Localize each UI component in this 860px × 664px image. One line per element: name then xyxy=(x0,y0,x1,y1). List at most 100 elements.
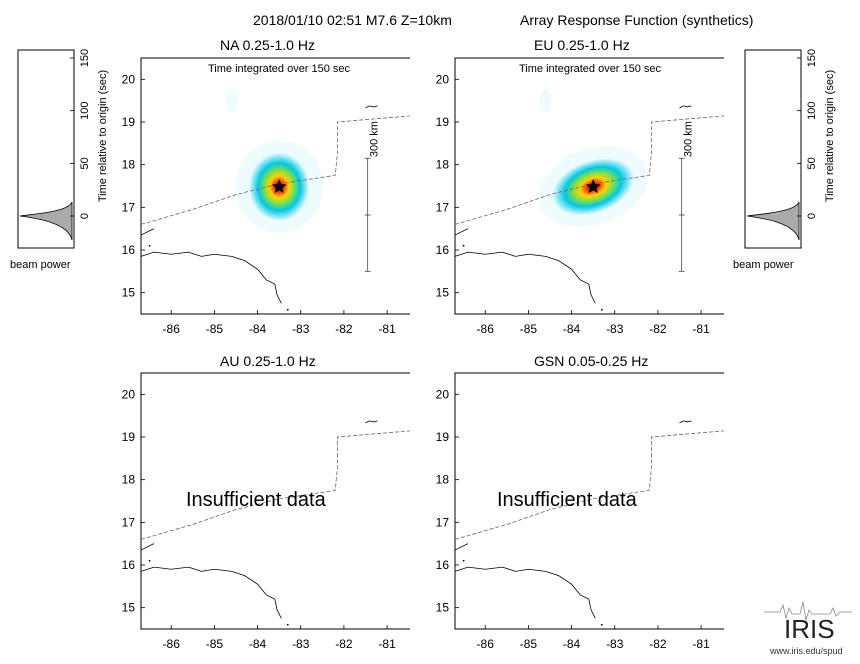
beam-power-plot-na: 150 100 50 0 Time relative to origin (sec) xyxy=(17,49,109,249)
plate-boundary-line xyxy=(454,430,724,540)
island-dot xyxy=(462,244,465,247)
lat-tick-label: 19 xyxy=(436,115,450,129)
lat-tick-label: 17 xyxy=(122,515,136,529)
beam-power-plot-eu: 150 100 50 0 Time relative to origin (sec) xyxy=(744,49,836,249)
lon-tick-label: -85 xyxy=(520,322,538,336)
panel-gsn-status: Insufficient data xyxy=(497,489,637,511)
lat-tick-label: 15 xyxy=(122,286,136,300)
lon-tick-label: -84 xyxy=(249,637,267,651)
panel-gsn-label: GSN 0.05-0.25 Hz xyxy=(534,353,649,369)
product-title: Array Response Function (synthetics) xyxy=(520,12,754,28)
lat-tick-label: 17 xyxy=(436,515,450,529)
lon-tick-label: -82 xyxy=(335,322,353,336)
plate-boundary-line xyxy=(454,115,724,225)
lat-tick-label: 20 xyxy=(436,387,450,401)
lat-tick-label: 15 xyxy=(436,286,450,300)
epicenter-star-icon xyxy=(271,178,287,194)
island-dot xyxy=(600,308,603,311)
map-frame-gsn xyxy=(454,372,724,630)
island-dot xyxy=(148,559,151,562)
lat-tick-label: 20 xyxy=(122,72,136,86)
lon-tick-label: -81 xyxy=(378,322,396,336)
lon-tick-label: -82 xyxy=(649,322,667,336)
lon-tick-label: -81 xyxy=(692,637,710,651)
island-dot xyxy=(286,623,289,626)
island-dot xyxy=(286,308,289,311)
lon-tick-label: -84 xyxy=(563,637,581,651)
lat-tick-label: 15 xyxy=(122,601,136,615)
lon-tick-label: -83 xyxy=(606,637,624,651)
lat-tick-label: 20 xyxy=(122,387,136,401)
lat-tick-label: 17 xyxy=(436,200,450,214)
lat-tick-label: 19 xyxy=(436,430,450,444)
plate-boundary-line xyxy=(140,115,410,225)
coastline-islands xyxy=(140,228,155,236)
lon-tick-label: -83 xyxy=(292,637,310,651)
lat-tick-label: 19 xyxy=(122,115,136,129)
coastline xyxy=(454,251,596,304)
lat-tick-label: 17 xyxy=(122,200,136,214)
lat-tick-label: 16 xyxy=(122,243,136,257)
lon-tick-label: -85 xyxy=(206,322,224,336)
beam-power-label-right: beam power xyxy=(733,259,794,271)
beam-ylabel: Time relative to origin (sec) xyxy=(824,70,836,202)
coastline-islands xyxy=(454,543,469,551)
lon-tick-label: -84 xyxy=(249,322,267,336)
lon-tick-label: -81 xyxy=(692,322,710,336)
coastline xyxy=(140,251,282,304)
lat-tick-label: 18 xyxy=(436,158,450,172)
lon-tick-label: -83 xyxy=(606,322,624,336)
lat-tick-label: 16 xyxy=(436,558,450,572)
event-title: 2018/01/10 02:51 M7.6 Z=10km xyxy=(253,12,452,28)
cayman-islands xyxy=(679,420,692,424)
coastline xyxy=(454,566,596,619)
iris-logo-text: IRIS xyxy=(784,614,835,640)
lat-tick-label: 18 xyxy=(122,158,136,172)
map-panel-eu: -86 -85 -84 -83 -82 -81 20 19 18 17 16 15 300 km xyxy=(436,57,724,336)
lat-tick-label: 18 xyxy=(122,473,136,487)
lon-tick-label: -85 xyxy=(206,637,224,651)
plate-boundary-line xyxy=(140,430,410,540)
cayman-islands xyxy=(679,105,692,109)
map-frame-au xyxy=(140,372,410,630)
lon-tick-label: -81 xyxy=(378,637,396,651)
map-panel-na: -86 -85 -84 -83 -82 -81 20 19 18 17 16 15 300 km xyxy=(122,57,410,336)
island-dot xyxy=(600,623,603,626)
beam-power-curve xyxy=(19,201,73,241)
panel-au-status: Insufficient data xyxy=(186,489,326,511)
panel-eu-label: EU 0.25-1.0 Hz xyxy=(534,37,630,53)
lon-tick-label: -84 xyxy=(563,322,581,336)
lat-tick-label: 19 xyxy=(122,430,136,444)
scale-bar-label: 300 km xyxy=(683,121,695,157)
lon-tick-label: -86 xyxy=(163,322,181,336)
lat-tick-label: 15 xyxy=(436,601,450,615)
iris-logo: IRIS xyxy=(764,601,852,640)
panel-au-label: AU 0.25-1.0 Hz xyxy=(220,353,316,369)
lon-tick-label: -83 xyxy=(292,322,310,336)
beam-ylabel: Time relative to origin (sec) xyxy=(97,70,109,202)
beam-tick-label: 50 xyxy=(806,157,818,169)
panel-na-label: NA 0.25-1.0 Hz xyxy=(220,37,315,53)
beam-tick-label: 150 xyxy=(79,49,91,67)
coastline-islands xyxy=(140,543,155,551)
lat-tick-label: 16 xyxy=(122,558,136,572)
iris-url: www.iris.edu/spud xyxy=(770,646,843,656)
lat-tick-label: 18 xyxy=(436,473,450,487)
beam-sidelobe xyxy=(539,88,552,113)
panel-na-note: Time integrated over 150 sec xyxy=(208,63,351,75)
cayman-islands xyxy=(365,105,378,109)
scale-bar-label: 300 km xyxy=(369,121,381,157)
beam-tick-label: 150 xyxy=(806,49,818,67)
lat-tick-label: 20 xyxy=(436,72,450,86)
lon-tick-label: -86 xyxy=(477,322,495,336)
panel-eu-note: Time integrated over 150 sec xyxy=(519,63,662,75)
epicenter-star-icon xyxy=(585,178,601,194)
lon-tick-label: -86 xyxy=(163,637,181,651)
lat-tick-label: 16 xyxy=(436,243,450,257)
beam-tick-label: 0 xyxy=(806,213,818,219)
map-panel-gsn: -86 -85 -84 -83 -82 -81 20 19 18 17 16 15 xyxy=(436,372,724,651)
cayman-islands xyxy=(365,420,378,424)
beam-tick-label: 100 xyxy=(79,101,91,119)
island-dot xyxy=(462,559,465,562)
lon-tick-label: -85 xyxy=(520,637,538,651)
